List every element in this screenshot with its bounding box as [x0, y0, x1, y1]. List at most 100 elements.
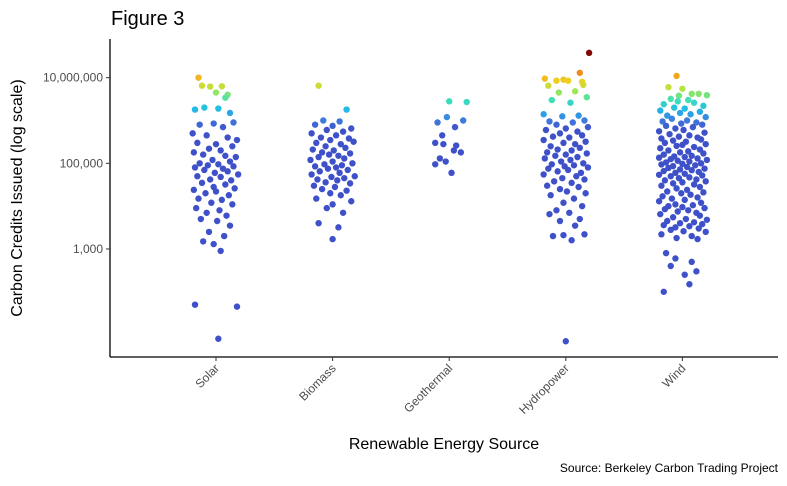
data-point [676, 109, 684, 117]
data-point [574, 128, 581, 135]
data-point [191, 164, 199, 171]
data-point [573, 173, 580, 180]
data-point [672, 169, 679, 177]
data-point [307, 156, 314, 164]
data-point [556, 217, 564, 225]
data-point [218, 83, 226, 90]
data-point [548, 161, 556, 168]
data-point [325, 151, 333, 158]
data-point [212, 89, 220, 96]
data-point [439, 132, 446, 139]
data-point [343, 187, 350, 194]
data-point [693, 119, 700, 126]
data-point [552, 152, 559, 159]
data-point [554, 146, 561, 153]
data-point [547, 192, 554, 199]
data-point [687, 111, 694, 118]
data-point [199, 238, 207, 245]
x-axis-ticks: Solar Biomass Geothermal Hydropower Wind [192, 357, 689, 417]
data-point [331, 183, 339, 191]
data-point [697, 160, 705, 167]
data-point [348, 198, 355, 205]
data-point [701, 204, 708, 212]
data-point [567, 156, 574, 164]
data-point [688, 167, 695, 174]
data-point [683, 117, 691, 124]
data-point [192, 204, 200, 212]
data-point [338, 162, 346, 169]
data-point [224, 168, 231, 175]
series-hydropower [540, 49, 593, 345]
data-point [190, 149, 198, 156]
data-point [584, 123, 592, 131]
data-point [703, 216, 711, 223]
data-point [570, 195, 578, 202]
data-point [667, 173, 674, 180]
data-point [541, 75, 549, 82]
data-point [680, 227, 687, 235]
data-point [585, 49, 593, 57]
data-point [563, 188, 571, 195]
data-point [700, 150, 707, 157]
data-point [685, 148, 692, 155]
data-point [204, 162, 212, 169]
data-point [540, 111, 547, 118]
data-point [575, 112, 582, 119]
data-point [452, 142, 460, 149]
data-point [664, 188, 671, 195]
data-point [339, 128, 347, 135]
data-point [457, 149, 465, 156]
data-point [696, 183, 704, 191]
data-point [327, 190, 334, 197]
data-point [697, 136, 705, 143]
data-point [216, 207, 223, 214]
data-point [334, 177, 341, 184]
data-point [674, 208, 681, 215]
data-point [689, 202, 697, 209]
data-point [448, 169, 455, 177]
data-point [702, 113, 709, 121]
data-point [344, 166, 351, 174]
data-point [683, 163, 691, 171]
data-point [578, 132, 586, 139]
data-point [327, 136, 334, 144]
data-point [568, 179, 575, 187]
data-point [321, 161, 328, 168]
data-point [556, 130, 564, 137]
data-point [195, 195, 202, 202]
data-point [660, 288, 667, 295]
data-point [210, 240, 217, 248]
data-point [676, 166, 684, 173]
data-point [560, 199, 567, 206]
data-point [222, 152, 229, 159]
y-axis-ticks: 1,000 100,000 10,000,000 [43, 71, 110, 256]
data-point [337, 192, 344, 199]
y-tick-label: 100,000 [60, 156, 104, 170]
data-point [443, 113, 451, 121]
data-point [220, 232, 228, 240]
data-point [350, 138, 357, 145]
data-point [191, 106, 199, 113]
data-point [699, 121, 706, 128]
data-point [580, 81, 587, 89]
data-point [219, 165, 227, 172]
data-point [346, 180, 354, 187]
data-point [690, 99, 698, 106]
data-point [659, 193, 666, 200]
data-point [206, 83, 214, 90]
data-point [546, 210, 553, 218]
data-point [666, 130, 673, 138]
data-point [582, 138, 589, 145]
data-point [560, 139, 567, 147]
data-point [702, 228, 709, 236]
y-axis-title: Carbon Credits Issued (log scale) [9, 79, 26, 316]
data-point [436, 155, 444, 162]
x-tick-label: Hydropower [516, 361, 572, 417]
data-point [203, 132, 210, 139]
data-point [580, 160, 587, 167]
data-point [667, 262, 674, 270]
data-point [676, 219, 684, 227]
data-point [681, 271, 688, 278]
x-tick-label: Biomass [296, 361, 338, 403]
